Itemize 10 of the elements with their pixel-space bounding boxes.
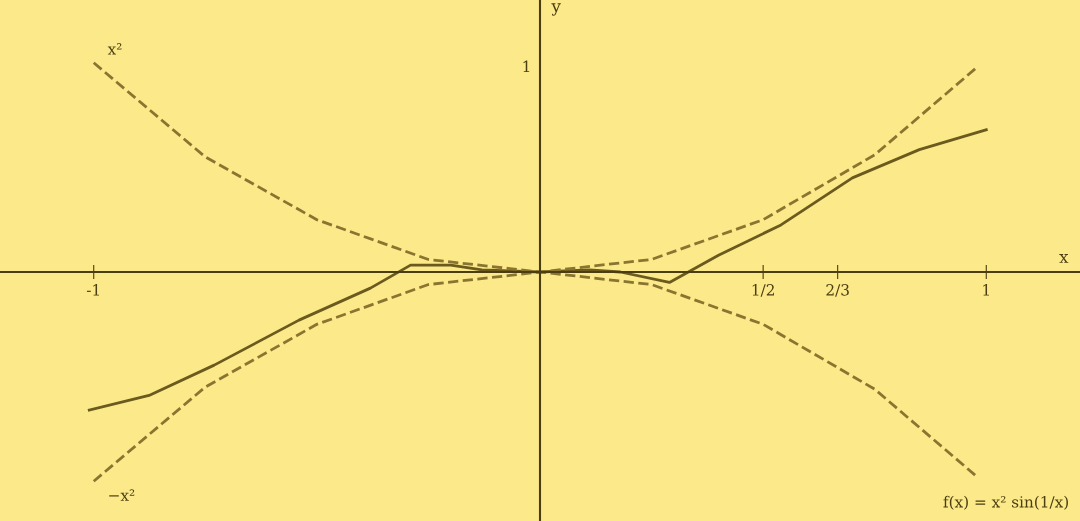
x-tick-label: 2/3 xyxy=(826,284,849,297)
text: f(x) = x² sin(1/x) xyxy=(943,495,1068,510)
x-tick-label: 1 xyxy=(983,284,989,296)
annotation: 1 xyxy=(523,60,530,72)
x-tick-label: -1 xyxy=(86,284,99,296)
annotation: x² xyxy=(107,43,122,55)
annotation: −x² xyxy=(109,489,135,501)
y-axis-title: y xyxy=(551,3,561,16)
x-axis-title: x xyxy=(1059,254,1069,263)
x-tick-label: 1/2 xyxy=(752,284,774,297)
